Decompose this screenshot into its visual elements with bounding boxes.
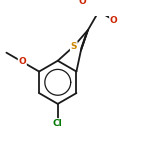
Text: O: O [78, 0, 86, 6]
Text: O: O [18, 57, 26, 66]
Text: Cl: Cl [53, 119, 63, 128]
Text: S: S [71, 42, 77, 51]
Text: O: O [110, 16, 117, 24]
